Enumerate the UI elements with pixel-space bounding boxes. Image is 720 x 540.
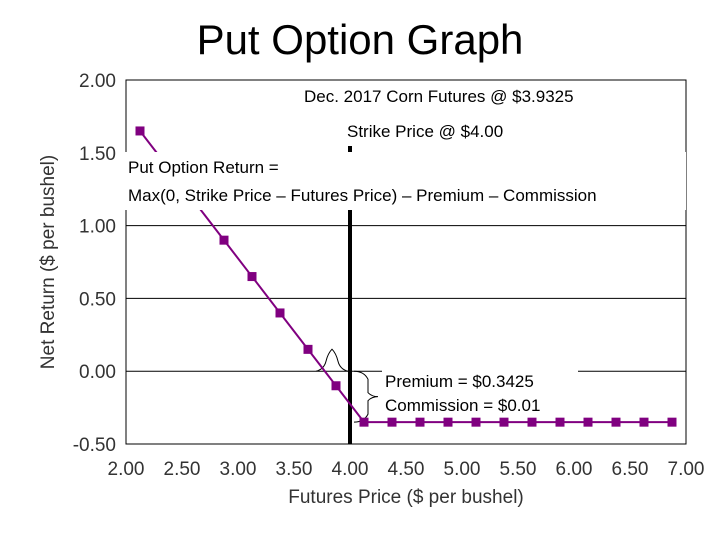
strike-label-background [344, 118, 534, 142]
commission-annotation: Commission = $0.01 [385, 396, 540, 415]
data-point [359, 417, 369, 427]
data-point [583, 417, 593, 427]
x-tick-label: 2.50 [164, 459, 201, 480]
data-point [611, 417, 621, 427]
y-axis-title: Net Return ($ per bushel) [38, 155, 59, 369]
formula-line-2: Max(0, Strike Price – Futures Price) – P… [128, 186, 597, 205]
x-tick-label: 6.00 [556, 459, 593, 480]
x-tick-label: 7.00 [668, 459, 705, 480]
x-tick-label: 4.50 [388, 459, 425, 480]
premium-annotation: Premium = $0.3425 [385, 372, 534, 391]
data-point [135, 126, 145, 136]
data-point [443, 417, 453, 427]
plot-area [125, 79, 687, 445]
data-point [499, 417, 509, 427]
data-point [275, 308, 285, 318]
series-layer [135, 126, 677, 427]
data-point [331, 381, 341, 391]
data-point [247, 272, 257, 282]
data-point [639, 417, 649, 427]
x-axis-title: Futures Price ($ per bushel) [288, 487, 524, 508]
strike-annotation: Strike Price @ $4.00 [347, 122, 503, 141]
x-tick-label: 5.00 [444, 459, 481, 480]
x-tick-label: 4.00 [332, 459, 369, 480]
x-tick-label: 5.50 [500, 459, 537, 480]
premium-brace [315, 348, 349, 372]
data-point [415, 417, 425, 427]
futures-label-background [300, 84, 630, 108]
futures-annotation: Dec. 2017 Corn Futures @ $3.9325 [304, 87, 574, 106]
y-tick-label: 0.50 [79, 289, 116, 310]
page-title: Put Option Graph [196, 16, 524, 63]
data-point [527, 417, 537, 427]
data-point [471, 417, 481, 427]
data-point [387, 417, 397, 427]
series-line [139, 130, 672, 424]
y-tick-label: 1.50 [79, 144, 116, 165]
data-point [303, 344, 313, 354]
y-tick-label: 1.00 [79, 217, 116, 238]
x-tick-label: 6.50 [612, 459, 649, 480]
data-point [219, 235, 229, 245]
formula-box [124, 152, 686, 210]
y-tick-label: 2.00 [79, 71, 116, 92]
y-tick-label: -0.50 [73, 435, 116, 456]
data-point [555, 417, 565, 427]
x-axis-ticks: 2.00 2.50 3.00 3.50 4.00 4.50 5.00 5.50 6.00 6.50… [108, 459, 705, 480]
premium-label-background [382, 368, 578, 416]
formula-line-1: Put Option Return = [128, 158, 279, 177]
data-point [667, 417, 677, 427]
y-axis-ticks: 2.00 1.50 1.00 0.50 0.00 -0.50 [73, 71, 116, 456]
x-tick-label: 2.00 [108, 459, 145, 480]
x-tick-label: 3.50 [276, 459, 313, 480]
x-tick-label: 3.00 [220, 459, 257, 480]
y-tick-label: 0.00 [79, 362, 116, 383]
